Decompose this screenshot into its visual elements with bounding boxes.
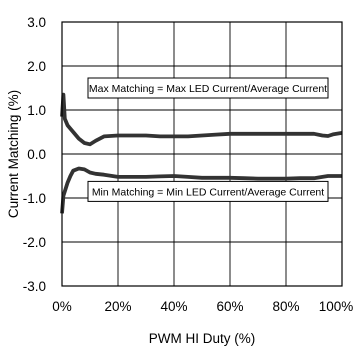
gridlines [61,21,343,287]
y-tick-label: 3.0 [27,15,46,30]
annotation-text: Min Matching = Min LED Current/Average C… [92,186,324,198]
series-line-2 [60,166,342,214]
y-tick-label: -3.0 [23,279,46,294]
x-axis-ticks: 0% 20% 40% 60% 80% 100% [52,299,353,314]
series-line-1 [60,92,343,147]
annotation-box [87,77,329,99]
x-tick-label: 60% [216,299,243,314]
y-tick-label: -2.0 [23,235,46,250]
x-tick-label: 20% [104,299,131,314]
annotation-box [87,180,329,202]
series-layer [60,92,343,214]
x-tick-label: 40% [160,299,187,314]
x-tick-label: 80% [272,299,299,314]
y-axis-ticks: 3.0 2.0 1.0 0.0 -1.0 -2.0 -3.0 [23,15,46,294]
plot-area-frame [61,21,343,287]
y-tick-label: 0.0 [27,147,46,162]
x-axis-label: PWM HI Duty (%) [149,331,256,346]
y-tick-label: 1.0 [27,103,46,118]
x-tick-label: 100% [319,299,354,314]
x-tick-label: 0% [52,299,72,314]
y-tick-label: 2.0 [27,59,46,74]
annotations: Max Matching = Max LED Current/Average C… [87,77,329,202]
y-axis-label: Current Matching (%) [6,90,21,218]
y-tick-label: -1.0 [23,191,46,206]
annotation-text: Max Matching = Max LED Current/Average C… [89,83,327,95]
